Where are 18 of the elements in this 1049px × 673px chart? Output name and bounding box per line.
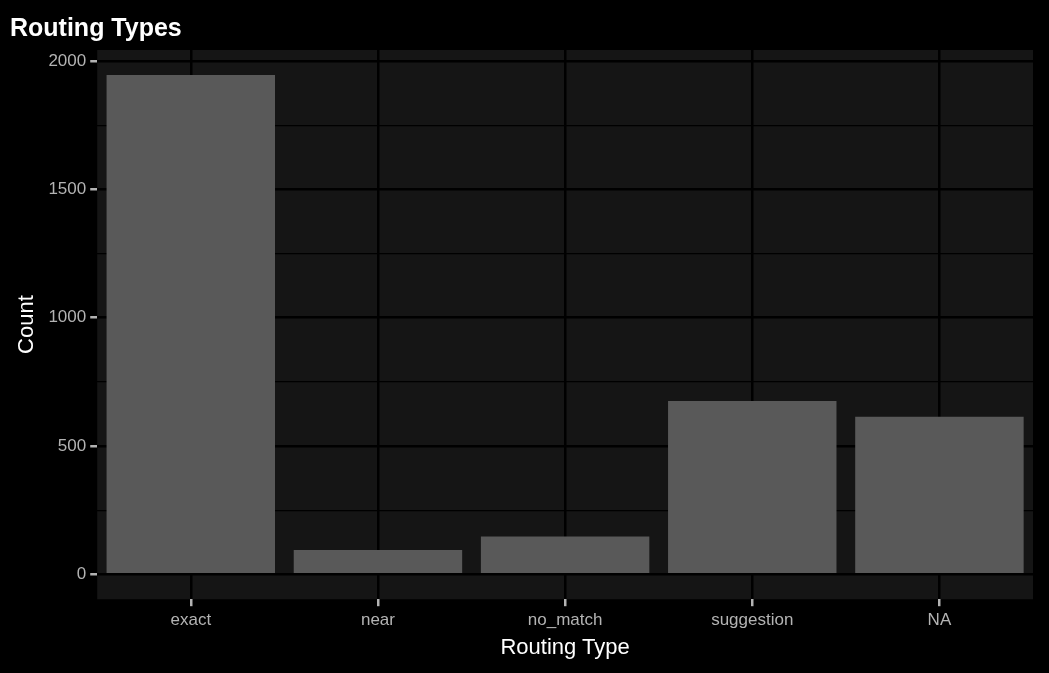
x-tick-label: suggestion <box>711 610 794 630</box>
x-axis-title: Routing Type <box>500 633 630 659</box>
bar <box>855 416 1024 574</box>
bar <box>106 74 276 574</box>
x-tick-label: NA <box>927 610 952 630</box>
y-tick-label: 2000 <box>48 50 87 70</box>
bar <box>668 401 837 574</box>
y-tick-label: 1500 <box>48 179 87 199</box>
chart-title: Routing Types <box>10 12 182 41</box>
y-tick-label: 1000 <box>48 307 87 327</box>
bar <box>480 536 650 574</box>
y-tick-label: 500 <box>57 435 87 455</box>
y-axis-title: Count <box>13 295 39 354</box>
bar <box>293 549 463 574</box>
y-tick-label: 0 <box>76 563 87 583</box>
x-tick-label: near <box>360 610 396 630</box>
x-tick-label: no_match <box>527 610 603 630</box>
x-tick-label: exact <box>170 610 212 630</box>
